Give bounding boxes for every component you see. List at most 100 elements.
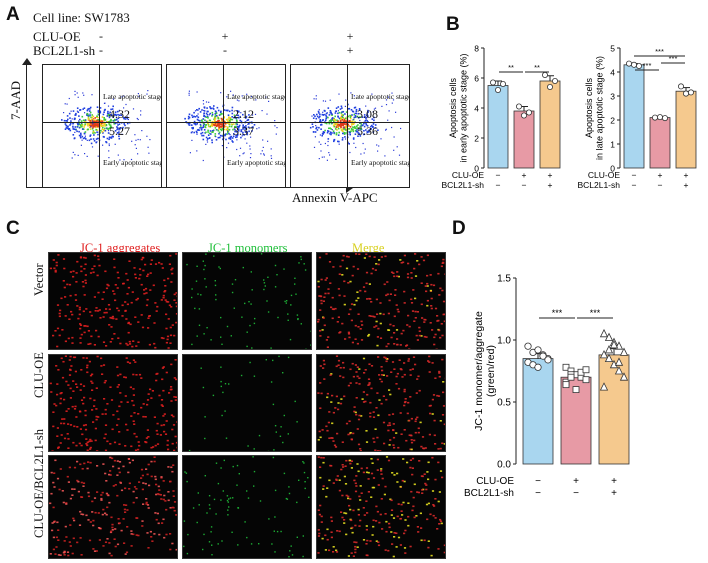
data-point [535, 347, 541, 353]
condition-symbol: + [573, 476, 579, 487]
data-point [583, 377, 589, 383]
a-y-arrowhead-icon [22, 58, 32, 65]
data-point [683, 91, 688, 96]
a-y-axis-arrow [26, 62, 27, 187]
condition-symbol: + [611, 488, 617, 499]
flow-scatter [43, 65, 161, 187]
early-value: 5.27 [109, 124, 130, 139]
micrograph-tile [48, 354, 178, 452]
condition-symbol: − [573, 488, 579, 499]
late-stage-label: Late apoptotic stage [227, 92, 286, 101]
data-point [573, 387, 579, 393]
data-point [583, 367, 589, 373]
data-point [500, 81, 505, 86]
a-x-axis-label: Annexin V-APC [292, 190, 378, 206]
data-point [652, 115, 657, 120]
flow-scatter [291, 65, 409, 187]
data-point [490, 80, 495, 85]
data-point [526, 110, 531, 115]
chart-jc1-ratio: 0.0 0.5 1.0 1.5 JC-1 monomer/aggregate(green… [462, 262, 708, 508]
a-col1-clu: - [94, 29, 108, 44]
data-point [563, 382, 569, 388]
significance-label: *** [643, 61, 652, 70]
data-point [535, 364, 541, 370]
significance-label: ** [534, 63, 540, 72]
late-value: 3.08 [357, 107, 378, 122]
bar [599, 355, 629, 464]
significance-label: *** [552, 308, 563, 318]
y-axis-label: Apoptosis cells [448, 77, 458, 138]
flow-plot-clu-oe: Late apoptotic stage 2.12 3.37 Early apo… [166, 64, 286, 188]
condition-symbol: − [496, 170, 501, 180]
micrograph-tile [316, 455, 446, 559]
y-axis-label: (green/red) [485, 345, 497, 397]
data-point [657, 115, 662, 120]
data-point [678, 84, 683, 89]
y-tick-label: 4 [610, 68, 615, 78]
y-tick-label: 8 [474, 44, 479, 54]
bar [624, 65, 644, 168]
condition-row-bcl2l1-sh-label: BCL2L1-sh [33, 43, 95, 59]
significance-label: *** [669, 54, 678, 63]
late-stage-label: Late apoptotic stage [103, 92, 162, 101]
condition-label: BCL2L1-sh [464, 488, 514, 499]
y-axis-label: in early apoptotic stage (%) [459, 53, 469, 162]
condition-label: BCL2L1-sh [441, 180, 484, 190]
data-point [516, 104, 521, 109]
early-stage-label: Early apoptotic stage [227, 158, 286, 167]
flow-scatter [167, 65, 285, 187]
y-tick-label: 2 [610, 116, 615, 126]
y-tick-label: 1.5 [497, 274, 511, 285]
condition-symbol: + [684, 180, 689, 190]
condition-symbol: + [548, 170, 553, 180]
y-axis-label: Apoptosis cells [584, 77, 594, 138]
late-value: 2.12 [233, 107, 254, 122]
condition-symbol: + [611, 476, 617, 487]
y-tick-label: 1.0 [497, 336, 511, 347]
a-col1-bcl: - [94, 43, 108, 58]
row-label-vector: Vector [32, 263, 47, 296]
condition-label: CLU-OE [588, 170, 620, 180]
data-point [601, 330, 608, 337]
late-stage-label: Late apoptotic stage [351, 92, 410, 101]
early-stage-label: Early apoptotic stage [351, 158, 410, 167]
y-tick-label: 0.0 [497, 460, 511, 471]
row-label-clu-oe-bcl2l1-sh: CLU-OE/BCL2L1-sh [32, 429, 47, 538]
data-point [631, 62, 636, 67]
significance-label: ** [508, 63, 514, 72]
data-point [495, 87, 500, 92]
condition-symbol: − [632, 180, 637, 190]
data-point [636, 63, 641, 68]
late-value: 4.32 [109, 107, 130, 122]
micrograph-tile [316, 252, 446, 350]
condition-label: CLU-OE [452, 170, 484, 180]
data-point [626, 61, 631, 66]
micrograph-tile [182, 455, 312, 559]
micrograph-tile [48, 455, 178, 559]
y-tick-label: 6 [474, 74, 479, 84]
panel-label-a: A [6, 4, 20, 26]
y-tick-label: 0.5 [497, 398, 511, 409]
bar [523, 359, 553, 464]
condition-symbol: + [522, 170, 527, 180]
data-point [662, 115, 667, 120]
y-axis-label: JC-1 monomer/aggregate [473, 311, 485, 431]
flow-plot-vector: Late apoptotic stage 4.32 5.27 Early apo… [42, 64, 162, 188]
y-tick-label: 5 [610, 44, 615, 54]
condition-symbol: − [658, 180, 663, 190]
y-axis-label: in late apoptotic stage (%) [595, 56, 605, 160]
data-point [568, 374, 574, 380]
a-col2-clu: + [218, 29, 232, 44]
data-point [525, 343, 531, 349]
panel-label-d: D [452, 218, 466, 240]
micrograph-tile [316, 354, 446, 452]
a-col2-bcl: - [218, 43, 232, 58]
cell-line-label: Cell line: SW1783 [33, 10, 130, 26]
data-point [547, 84, 552, 89]
y-tick-label: 3 [610, 92, 615, 102]
micrograph-tile [182, 354, 312, 452]
y-tick-label: 2 [474, 134, 479, 144]
a-y-axis-label: 7-AAD [8, 81, 24, 120]
